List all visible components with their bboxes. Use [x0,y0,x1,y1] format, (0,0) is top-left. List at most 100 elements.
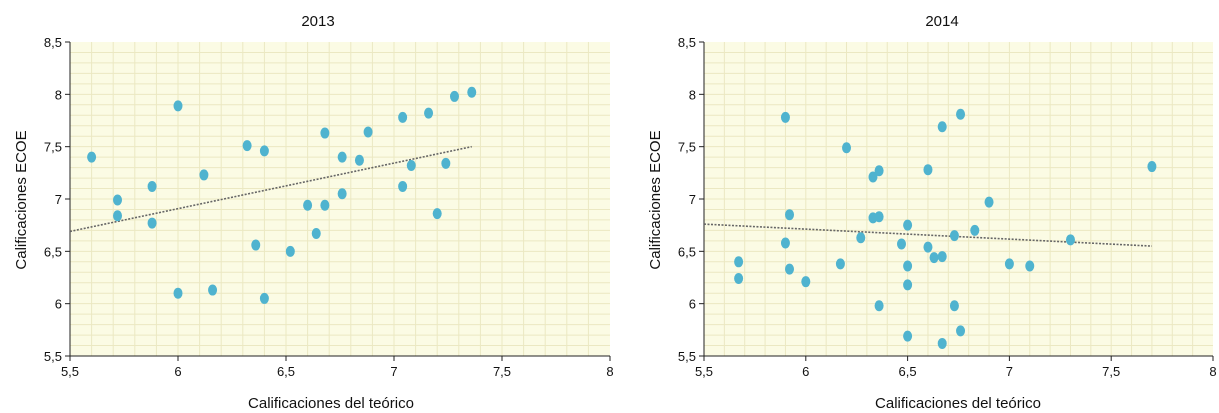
data-point [337,188,347,200]
data-point [147,180,157,192]
data-point [956,325,966,337]
x-tick-label: 7,5 [493,364,511,379]
data-point [441,157,451,169]
data-point [398,180,408,192]
data-point [424,107,434,119]
x-axis-label: Calificaciones del teórico [248,395,414,412]
data-point [449,90,459,102]
data-point [780,111,790,123]
y-axis-label: Calificaciones ECOE [647,130,664,269]
x-tick-label: 7 [390,364,397,379]
y-tick-label: 6,5 [44,244,62,259]
data-point [113,194,123,206]
data-point [923,164,933,176]
data-point [259,145,269,157]
data-point [734,256,744,268]
data-point [801,276,811,288]
x-tick-label: 8 [606,364,613,379]
data-point [937,121,947,133]
trend-line [703,223,1152,247]
data-point [780,237,790,249]
data-point [432,208,442,220]
data-point [398,111,408,123]
data-point [337,151,347,163]
data-point [259,292,269,304]
data-point [1004,258,1014,270]
data-point [303,199,313,211]
y-axis-label: Calificaciones ECOE [13,130,30,269]
data-point [874,211,884,223]
x-tick-label: 8 [1209,364,1216,379]
y-tick-label: 5,5 [678,349,696,364]
data-point [285,245,295,257]
data-point [113,210,123,222]
x-tick-label: 5,5 [61,364,79,379]
data-point [874,300,884,312]
data-point [363,126,373,138]
data-point [320,127,330,139]
chart-2013: 2013 5,5 6 6,5 7 7,5 8 5,5 6 6,5 7 7,5 8 8,5 Calific… [13,13,614,412]
y-tick-label: 7,5 [44,140,62,155]
data-point [896,238,906,250]
x-tick-label: 7 [1006,364,1013,379]
data-point [354,154,364,166]
gridlines [704,42,1213,356]
data-point [970,224,980,236]
data-point [856,232,866,244]
x-axis-label: Calificaciones del teórico [875,395,1041,412]
chart-2014: 2014 5,5 6 6,5 7 7,5 8 5,5 6 6,5 7 7,5 8 8,5 Calific… [647,13,1217,412]
x-tick-label: 6,5 [277,364,295,379]
y-tick-label: 5,5 [44,349,62,364]
data-point [173,100,183,112]
chart-title: 2014 [925,13,958,30]
trend-line [69,145,472,233]
data-point [1065,234,1075,246]
y-tick-label: 7,5 [678,140,696,155]
data-point [874,165,884,177]
data-point [929,252,939,264]
data-point [984,196,994,208]
data-point [903,279,913,291]
x-tick-label: 6 [802,364,809,379]
chart-title: 2013 [301,13,334,30]
data-point [835,258,845,270]
data-point [320,199,330,211]
data-point [903,260,913,272]
y-tick-label: 6,5 [678,244,696,259]
data-point [734,273,744,285]
data-point [903,219,913,231]
data-point [956,108,966,120]
plot-area: 5,5 6 6,5 7 7,5 8 5,5 6 6,5 7 7,5 8 8,5 [678,35,1217,379]
x-tick-label: 6 [174,364,181,379]
data-point [868,171,878,183]
data-point [311,228,321,240]
y-tick-label: 8 [689,87,696,102]
data-point [937,251,947,263]
data-point [937,337,947,349]
data-point [903,330,913,342]
data-point [147,217,157,229]
data-point [208,284,218,296]
plot-area: 5,5 6 6,5 7 7,5 8 5,5 6 6,5 7 7,5 8 8,5 [44,35,614,379]
data-point [467,86,477,98]
data-point [949,230,959,242]
data-point [785,263,795,275]
data-point [1025,260,1035,272]
gridlines [70,42,610,356]
data-point [199,169,209,181]
data-point [923,241,933,253]
data-point [242,140,252,152]
data-point [173,287,183,299]
data-point [949,300,959,312]
data-point [87,151,97,163]
data-point [1147,161,1157,173]
x-tick-label: 6,5 [899,364,917,379]
data-point [842,142,852,154]
data-point [251,239,261,251]
y-tick-label: 7 [55,192,62,207]
y-tick-label: 8 [55,87,62,102]
y-tick-label: 7 [689,192,696,207]
data-point [785,209,795,221]
data-point [406,160,416,172]
